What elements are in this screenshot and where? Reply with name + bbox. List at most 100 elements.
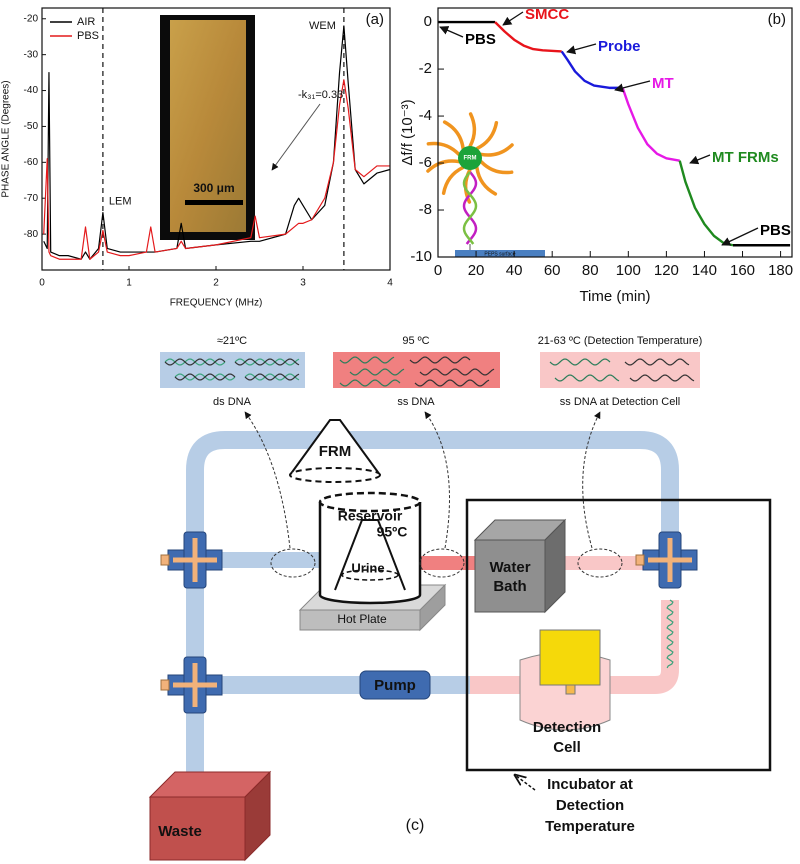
x-tick-label: 1 [126, 278, 132, 289]
incubator-label: Detection [556, 797, 624, 814]
urine-label: Urine [351, 560, 384, 575]
x-axis-label: Time (min) [579, 288, 650, 305]
series-line [494, 21, 562, 53]
detect-box [540, 352, 700, 388]
flask [334, 519, 406, 591]
x-tick-label: 4 [387, 278, 393, 289]
pipe-warm [605, 600, 679, 694]
dna-strand [462, 171, 478, 245]
y-tick-label: -4 [419, 107, 432, 124]
reservoir-label: Reservoir [338, 508, 403, 524]
sensor-tip [565, 684, 576, 695]
dna-wave [174, 373, 236, 381]
annotation-arrow [271, 103, 321, 171]
sensor [539, 629, 601, 686]
frm-arm [426, 159, 461, 173]
dna-wave [339, 356, 395, 364]
incubator-arrow [515, 775, 536, 791]
dna-wave [339, 379, 401, 387]
y-tick-label: -80 [24, 229, 39, 240]
frm-arm [479, 160, 514, 175]
series-label: PBS [465, 31, 496, 48]
label-arrow [614, 80, 651, 93]
x-tick-label: 140 [692, 262, 717, 279]
label-arrow [689, 154, 711, 165]
dna-wave [666, 599, 674, 669]
dna-wave [554, 374, 620, 382]
valve-end [160, 554, 170, 566]
series-line [560, 50, 623, 90]
reservoir-temp: 95ºC [377, 524, 408, 540]
scale-bar-label: 300 μm [193, 181, 234, 195]
waste-label: Waste [158, 823, 202, 840]
series-line [43, 79, 390, 260]
label-arrow [566, 43, 597, 55]
plot-frame [41, 7, 391, 271]
urine-level [341, 569, 399, 581]
x-tick-label: 160 [730, 262, 755, 279]
ds-dna-box [160, 352, 305, 388]
dna-wave [409, 356, 471, 364]
frm-arm [426, 141, 461, 156]
y-tick-label: -10 [410, 248, 432, 265]
dna-wave [414, 379, 490, 387]
panel-label: (a) [366, 11, 384, 28]
valve-end [635, 554, 645, 566]
water-bath-label: Water [489, 559, 530, 576]
series-line [678, 160, 734, 247]
temp-label: 21-63 ºC (Detection Temperature) [538, 335, 703, 347]
dna-wave [349, 368, 405, 376]
zoom-arrow [582, 411, 601, 549]
x-tick-label: 120 [654, 262, 679, 279]
panel-b: 0 20 40 60 80 100 120 140 160 180 0 -2 -4 -6 -8 -10 Time… [399, 6, 793, 305]
frm-arm [468, 112, 477, 148]
x-tick-label: 40 [506, 262, 523, 279]
dna-wave [244, 373, 300, 381]
panel-label: (c) [406, 817, 425, 834]
waste-side [244, 770, 271, 862]
series-label: MT [652, 75, 674, 92]
temp-label: ≈21ºC [217, 335, 247, 347]
x-axis-label: FREQUENCY (MHz) [170, 298, 263, 309]
inset-label: FRM [464, 156, 477, 162]
incubator-label: Temperature [545, 818, 635, 835]
dna-wave [549, 358, 611, 366]
peps-surface [455, 250, 545, 257]
plot-frame [437, 7, 793, 258]
zoom-circle [577, 548, 623, 578]
frm-core [458, 146, 482, 170]
series-label: Probe [598, 38, 641, 55]
incubator-box [465, 498, 772, 772]
label-arrow [502, 11, 524, 26]
valve-end [160, 679, 170, 691]
frm-rim [289, 467, 381, 483]
dna-wave [244, 373, 300, 381]
y-tick-label: -6 [419, 154, 432, 171]
water-bath-label: Bath [493, 578, 526, 595]
water-bath-side [544, 518, 566, 614]
dna-wave [419, 368, 495, 376]
series-line [621, 87, 680, 162]
state-label: ds DNA [213, 396, 252, 408]
y-tick-label: -30 [24, 49, 39, 60]
x-tick-label: 100 [616, 262, 641, 279]
frm-funnel [289, 419, 381, 476]
dna-wave [629, 374, 695, 382]
pump-label: Pump [374, 677, 416, 694]
x-tick-label: 20 [468, 262, 485, 279]
state-label: ss DNA at Detection Cell [560, 396, 680, 408]
label-arrow [439, 26, 464, 38]
frm-arm [475, 166, 498, 196]
hot-plate-side [419, 583, 446, 632]
zoom-circle [270, 548, 316, 578]
reference-label: WEM [309, 20, 336, 32]
panel-a: 0 1 2 3 4 -20 -30 -40 -50 -60 -70 -80 FREQUENCY (MHz… [1, 7, 393, 309]
annotation: -k₃₁=0.33 [298, 89, 343, 101]
pump [359, 670, 431, 700]
scale-bar [185, 200, 243, 205]
zoom-arrow [244, 411, 291, 549]
y-tick-label: -40 [24, 85, 39, 96]
y-tick-label: -8 [419, 201, 432, 218]
legend-label: PBS [77, 30, 99, 42]
inset-label: PEPS surface [484, 251, 515, 257]
